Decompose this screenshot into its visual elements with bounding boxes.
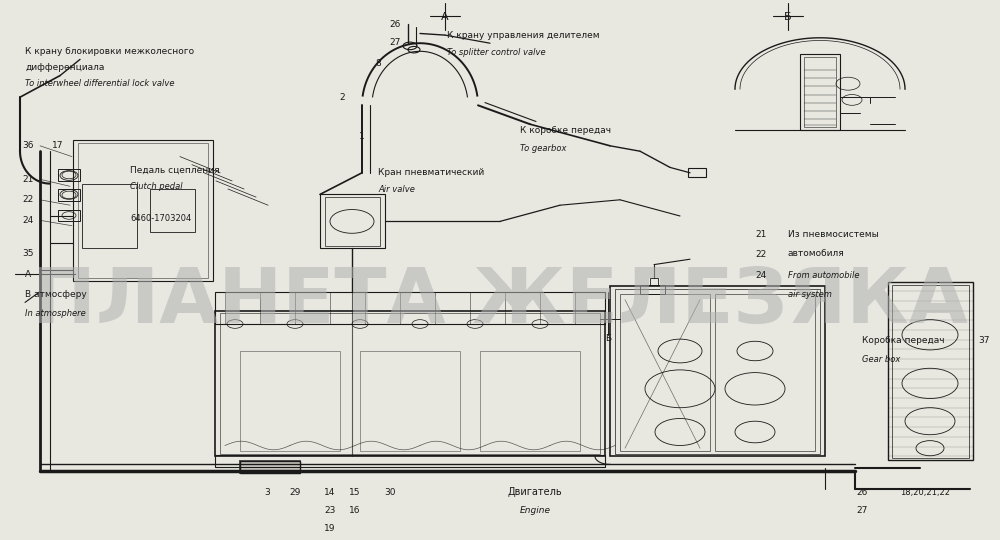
Text: Б: Б [784,12,792,22]
Text: 2: 2 [339,93,345,102]
Text: Clutch pedal: Clutch pedal [130,182,183,191]
Text: 36: 36 [22,141,34,150]
Text: 3: 3 [264,488,270,497]
Text: 24: 24 [22,216,34,225]
Text: В атмосферу: В атмосферу [25,290,87,299]
Text: 26: 26 [856,488,868,497]
Text: 8: 8 [375,59,381,68]
Text: Б: Б [605,334,611,343]
Text: 23: 23 [324,506,336,515]
Text: Engine: Engine [520,506,550,515]
Text: Коробка передач: Коробка передач [862,336,944,345]
Text: To gearbox: To gearbox [520,144,566,153]
Text: 35: 35 [22,249,34,258]
Text: 15: 15 [349,488,361,497]
Text: К крану управления делителем: К крану управления делителем [447,31,600,39]
Text: 16: 16 [349,506,361,515]
Text: 37: 37 [978,336,990,345]
Text: Gear box: Gear box [862,355,900,363]
Text: In atmosphere: In atmosphere [25,309,86,318]
Text: 27: 27 [389,38,401,46]
Text: From automobile: From automobile [788,271,860,280]
Text: Педаль сцепления: Педаль сцепления [130,166,220,174]
Text: 21: 21 [22,175,34,184]
Text: ПЛАНЕТА ЖЕЛЕЗЯКА: ПЛАНЕТА ЖЕЛЕЗЯКА [32,265,968,340]
Text: 14: 14 [324,488,336,497]
Text: 17: 17 [52,141,64,150]
Text: To interwheel differential lock valve: To interwheel differential lock valve [25,79,175,88]
Text: А: А [25,270,31,279]
Polygon shape [240,461,300,473]
Text: Air valve: Air valve [378,185,415,193]
Text: air system: air system [788,290,832,299]
Text: Из пневмосистемы: Из пневмосистемы [788,231,879,239]
Text: 22: 22 [22,195,34,204]
Text: 29: 29 [289,488,301,497]
Text: Кран пневматический: Кран пневматический [378,168,484,177]
Text: 21: 21 [755,231,766,239]
Text: К крану блокировки межколесного: К крану блокировки межколесного [25,47,194,56]
Text: 1: 1 [359,132,365,140]
Text: 24: 24 [755,271,766,280]
Text: автомобиля: автомобиля [788,249,845,258]
Text: 27: 27 [856,506,868,515]
Text: 19: 19 [324,524,336,532]
Text: 22: 22 [755,251,766,259]
Text: To splitter control valve: To splitter control valve [447,48,546,57]
Text: А: А [441,12,449,22]
Text: 18,20,21,22: 18,20,21,22 [900,488,950,497]
Text: 6460-1703204: 6460-1703204 [130,214,191,223]
Text: 30: 30 [384,488,396,497]
Text: 26: 26 [389,20,401,29]
Text: дифференциала: дифференциала [25,63,104,72]
Text: Двигатель: Двигатель [508,488,562,497]
Text: К коробке передач: К коробке передач [520,126,611,135]
